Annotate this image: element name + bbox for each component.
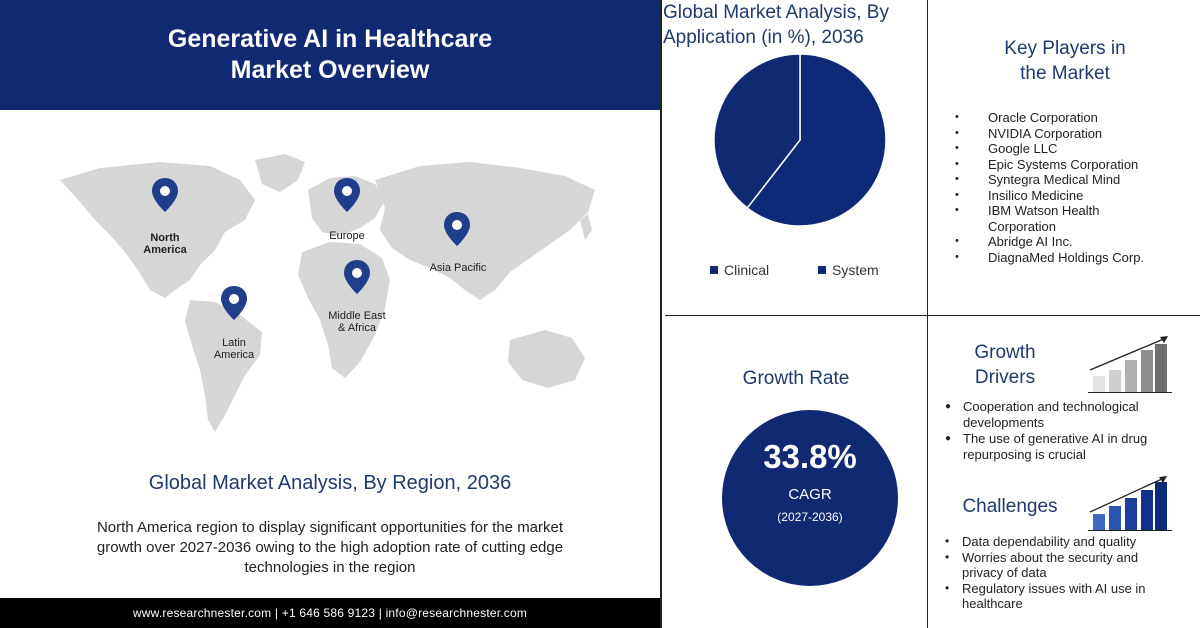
- page-title: Generative AI in Healthcare Market Overv…: [167, 25, 493, 84]
- region-label-middle-east-africa: Middle East & Africa: [328, 310, 386, 334]
- cagr-label: CAGR: [788, 486, 832, 503]
- pie-chart-svg: [713, 53, 887, 227]
- south-america-land: [185, 300, 262, 432]
- growth-drivers-title: Growth Drivers: [974, 342, 1036, 388]
- bar-challenge-icon: [1088, 476, 1172, 531]
- list-item: The use of generative AI in drug repurpo…: [945, 431, 1165, 463]
- legend-swatch-clinical: [710, 266, 718, 274]
- japan-land: [580, 214, 592, 240]
- list-item: DiagnaMed Holdings Corp.: [955, 250, 1195, 266]
- asia-land: [375, 162, 595, 300]
- list-item: Abridge AI Inc.: [955, 234, 1195, 250]
- list-item: Epic Systems Corporation: [955, 157, 1195, 173]
- world-map-graphic: [60, 154, 595, 432]
- legend-label-clinical: Clinical: [724, 262, 770, 278]
- list-item: Oracle Corporation: [955, 110, 1195, 126]
- footer-contact: www.researchnester.com | +1 646 586 9123…: [0, 598, 660, 628]
- key-players-list: Oracle Corporation NVIDIA Corporation Go…: [955, 110, 1195, 265]
- north-america-land: [60, 162, 255, 298]
- list-item: Insilico Medicine: [955, 188, 1195, 204]
- list-item: Data dependability and quality: [945, 534, 1165, 550]
- pie-slice-system: [746, 53, 887, 227]
- pie-chart: [712, 52, 888, 228]
- location-pin-icon: [334, 178, 360, 212]
- location-pin-icon: [152, 178, 178, 212]
- greenland-land: [255, 154, 305, 192]
- divider-horizontal: [665, 315, 1200, 316]
- region-label-latin-america: Latin America: [213, 337, 255, 361]
- application-chart-title: Global Market Analysis, By Application (…: [663, 2, 889, 48]
- key-players-title: Key Players in the Market: [1004, 38, 1126, 84]
- list-item: Regulatory issues with AI use in healthc…: [945, 581, 1165, 612]
- list-item: IBM Watson Health Corporation: [955, 203, 1135, 234]
- challenges-title: Challenges: [962, 496, 1058, 517]
- region-analysis-description: North America region to display signific…: [96, 519, 564, 576]
- divider-vertical-left: [660, 0, 662, 628]
- region-label-asia-pacific: Asia Pacific: [429, 262, 487, 274]
- growth-drivers-list: Cooperation and technological developmen…: [945, 399, 1165, 463]
- cagr-value: 33.8%: [763, 438, 857, 475]
- location-pin-icon: [444, 212, 470, 246]
- growth-rate-circle: 33.8% CAGR (2027-2036): [722, 410, 898, 586]
- list-item: Syntegra Medical Mind: [955, 172, 1195, 188]
- bar-growth-icon: [1088, 336, 1172, 393]
- pie-slice-clinical: [713, 53, 801, 210]
- cagr-years: (2027-2036): [777, 510, 843, 524]
- region-analysis-title: Global Market Analysis, By Region, 2036: [148, 472, 512, 494]
- location-pin-icon: [344, 260, 370, 294]
- title-banner: Generative AI in Healthcare Market Overv…: [0, 0, 660, 110]
- list-item: Worries about the security and privacy o…: [945, 550, 1165, 581]
- location-pin-icon: [221, 286, 247, 320]
- divider-vertical-right: [927, 0, 928, 628]
- region-label-europe: Europe: [329, 230, 365, 242]
- legend-item-clinical: Clinical: [710, 262, 769, 278]
- legend-label-system: System: [832, 262, 879, 278]
- list-item: Google LLC: [955, 141, 1195, 157]
- region-label-north-america: North America: [143, 232, 187, 256]
- legend-item-system: System: [818, 262, 879, 278]
- challenges-list: Data dependability and quality Worries a…: [945, 534, 1165, 612]
- list-item: Cooperation and technological developmen…: [945, 399, 1165, 431]
- world-map: North America Europe Asia Pacific Middle…: [40, 140, 620, 460]
- legend-swatch-system: [818, 266, 826, 274]
- growth-rate-title: Growth Rate: [742, 368, 850, 389]
- australia-land: [508, 330, 585, 388]
- list-item: NVIDIA Corporation: [955, 126, 1195, 142]
